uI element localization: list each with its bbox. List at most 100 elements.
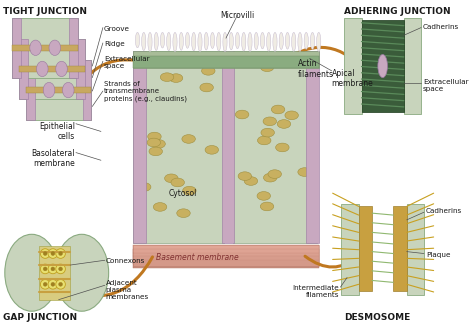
Bar	[39, 246, 70, 300]
Bar	[26, 60, 91, 120]
Ellipse shape	[378, 54, 387, 77]
Ellipse shape	[298, 168, 311, 176]
Ellipse shape	[191, 32, 196, 51]
Ellipse shape	[244, 177, 258, 185]
Ellipse shape	[182, 135, 195, 143]
Ellipse shape	[273, 32, 277, 51]
Text: ADHERING JUNCTION: ADHERING JUNCTION	[344, 7, 451, 16]
Text: Adjacent
plasma
membranes: Adjacent plasma membranes	[106, 281, 149, 301]
Ellipse shape	[137, 183, 151, 191]
Bar	[133, 253, 319, 260]
Ellipse shape	[169, 74, 183, 82]
Ellipse shape	[260, 32, 264, 49]
Bar	[133, 51, 319, 68]
Ellipse shape	[40, 249, 50, 258]
Text: Strands of
transmembrane
proteins (e.g., claudins): Strands of transmembrane proteins (e.g.,…	[104, 81, 187, 102]
Ellipse shape	[43, 252, 47, 256]
Bar	[222, 51, 234, 243]
Bar	[12, 45, 78, 51]
Ellipse shape	[56, 280, 65, 289]
Bar	[12, 18, 78, 77]
Ellipse shape	[201, 66, 215, 75]
Ellipse shape	[185, 32, 190, 48]
Ellipse shape	[285, 111, 299, 120]
Ellipse shape	[30, 40, 41, 55]
Text: Connexons: Connexons	[106, 258, 145, 264]
Bar	[12, 18, 21, 77]
Ellipse shape	[36, 61, 48, 76]
Ellipse shape	[236, 32, 239, 49]
Ellipse shape	[248, 32, 252, 51]
Bar	[233, 51, 317, 243]
Bar	[393, 206, 407, 291]
Ellipse shape	[51, 252, 55, 256]
Ellipse shape	[268, 170, 282, 178]
Text: Extracellular
space: Extracellular space	[104, 56, 149, 69]
Ellipse shape	[40, 264, 50, 274]
Ellipse shape	[298, 32, 302, 51]
Ellipse shape	[160, 32, 164, 48]
Ellipse shape	[59, 267, 63, 271]
Ellipse shape	[285, 32, 290, 49]
Ellipse shape	[264, 173, 277, 182]
Ellipse shape	[173, 32, 177, 52]
Bar	[133, 51, 146, 243]
Ellipse shape	[149, 147, 163, 156]
Ellipse shape	[171, 178, 184, 187]
Ellipse shape	[266, 32, 271, 51]
Text: Cadherins: Cadherins	[426, 208, 462, 214]
Ellipse shape	[142, 32, 146, 50]
Ellipse shape	[260, 63, 274, 71]
Ellipse shape	[242, 32, 246, 51]
Ellipse shape	[43, 267, 47, 271]
Ellipse shape	[51, 282, 55, 286]
Text: Groove: Groove	[104, 26, 130, 32]
Ellipse shape	[177, 209, 190, 217]
Ellipse shape	[154, 32, 158, 50]
Bar	[26, 87, 91, 93]
Ellipse shape	[152, 140, 165, 148]
Ellipse shape	[153, 203, 167, 211]
Ellipse shape	[198, 32, 202, 51]
Ellipse shape	[210, 32, 215, 48]
Ellipse shape	[63, 82, 74, 98]
Bar	[407, 203, 424, 295]
Bar	[404, 18, 421, 114]
Ellipse shape	[317, 32, 321, 51]
Ellipse shape	[56, 249, 65, 258]
Ellipse shape	[260, 202, 274, 211]
Bar	[69, 18, 78, 77]
Ellipse shape	[229, 32, 233, 50]
Ellipse shape	[277, 120, 291, 128]
Bar	[133, 56, 319, 68]
Ellipse shape	[59, 282, 63, 286]
Ellipse shape	[179, 32, 183, 50]
Ellipse shape	[51, 267, 55, 271]
Ellipse shape	[200, 83, 213, 92]
Text: Apical
membrane: Apical membrane	[332, 69, 374, 88]
Text: Extracellular
space: Extracellular space	[423, 78, 469, 92]
Bar	[344, 18, 362, 114]
Ellipse shape	[40, 280, 50, 289]
Bar	[359, 206, 372, 291]
Bar	[133, 249, 319, 257]
Ellipse shape	[56, 61, 67, 76]
Ellipse shape	[205, 146, 219, 154]
Bar	[133, 260, 319, 268]
Ellipse shape	[160, 73, 174, 81]
Ellipse shape	[182, 186, 196, 195]
Text: Plaque: Plaque	[426, 252, 450, 258]
Ellipse shape	[49, 40, 61, 55]
Text: Ridge: Ridge	[104, 41, 125, 47]
Bar	[306, 51, 319, 243]
Bar	[133, 245, 319, 253]
Text: Cytosol: Cytosol	[168, 189, 197, 198]
Ellipse shape	[292, 32, 296, 51]
Ellipse shape	[56, 264, 65, 274]
Text: Microvilli: Microvilli	[220, 11, 255, 20]
Bar	[133, 51, 224, 243]
Ellipse shape	[263, 117, 276, 126]
Ellipse shape	[167, 32, 171, 51]
Ellipse shape	[48, 264, 58, 274]
Ellipse shape	[223, 32, 227, 51]
